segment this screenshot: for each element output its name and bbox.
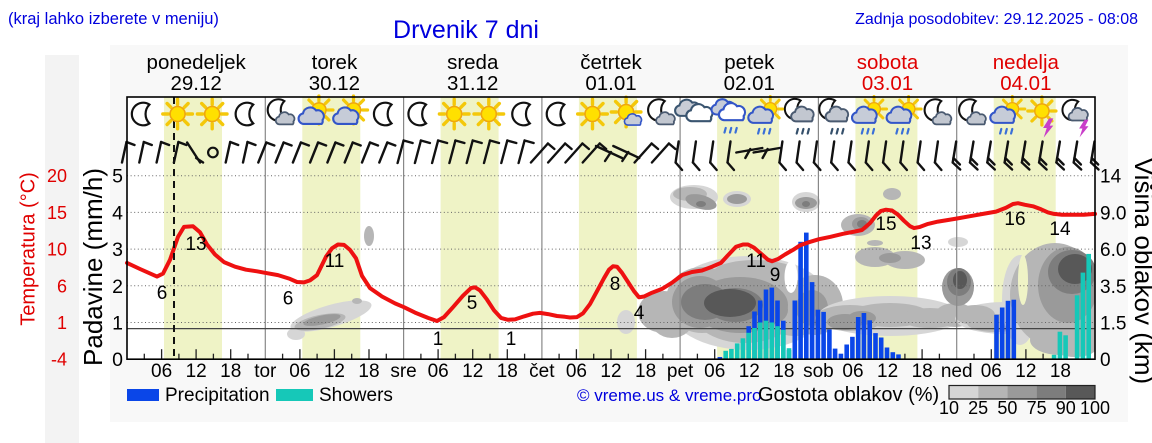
svg-text:sobota: sobota: [857, 51, 919, 74]
svg-text:1: 1: [506, 329, 517, 350]
svg-text:06: 06: [704, 361, 725, 382]
svg-text:10: 10: [939, 398, 959, 418]
svg-text:Zadnja posodobitev: 29.12.2025: Zadnja posodobitev: 29.12.2025 - 08:08: [855, 11, 1138, 28]
svg-text:15: 15: [875, 214, 896, 235]
svg-text:sre: sre: [390, 361, 416, 382]
svg-text:18: 18: [358, 361, 379, 382]
svg-text:18: 18: [635, 361, 656, 382]
svg-text:3: 3: [112, 239, 123, 261]
svg-text:Gostota oblakov (%): Gostota oblakov (%): [758, 384, 939, 406]
svg-text:9: 9: [770, 265, 781, 286]
svg-text:Temperatura (°C): Temperatura (°C): [18, 172, 40, 326]
svg-text:9.0: 9.0: [1100, 203, 1126, 224]
svg-text:4: 4: [634, 303, 645, 324]
svg-text:01.01: 01.01: [585, 72, 636, 95]
svg-text:90: 90: [1056, 398, 1076, 418]
svg-text:8: 8: [610, 274, 621, 295]
svg-text:50: 50: [997, 398, 1017, 418]
svg-text:-4: -4: [51, 350, 67, 370]
svg-text:03.01: 03.01: [862, 72, 913, 95]
svg-text:25: 25: [968, 398, 988, 418]
svg-text:29.12: 29.12: [170, 72, 221, 95]
svg-text:tor: tor: [254, 361, 277, 382]
svg-text:12: 12: [600, 361, 621, 382]
svg-text:1: 1: [112, 313, 123, 335]
svg-text:nedelja: nedelja: [993, 51, 1060, 74]
svg-text:Padavine (mm/h): Padavine (mm/h): [78, 168, 108, 366]
svg-text:ned: ned: [941, 361, 973, 382]
svg-text:06: 06: [566, 361, 587, 382]
svg-text:5: 5: [467, 293, 478, 314]
svg-text:Precipitation: Precipitation: [165, 385, 270, 406]
svg-text:sob: sob: [803, 361, 834, 382]
svg-text:0: 0: [112, 349, 123, 371]
svg-text:Višina oblakov (km): Višina oblakov (km): [1129, 158, 1152, 384]
svg-text:18: 18: [497, 361, 518, 382]
svg-text:04.01: 04.01: [1000, 72, 1051, 95]
svg-text:12: 12: [324, 361, 345, 382]
svg-text:12: 12: [877, 361, 898, 382]
svg-text:06: 06: [842, 361, 863, 382]
svg-text:Showers: Showers: [319, 385, 393, 406]
svg-text:06: 06: [981, 361, 1002, 382]
svg-text:15: 15: [47, 203, 67, 223]
svg-text:10: 10: [47, 240, 67, 260]
svg-text:18: 18: [1050, 361, 1071, 382]
svg-text:11: 11: [325, 251, 345, 272]
svg-text:1: 1: [433, 329, 444, 350]
svg-text:6: 6: [283, 289, 294, 310]
svg-text:© vreme.us & vreme.pro: © vreme.us & vreme.pro: [577, 386, 761, 405]
svg-text:6: 6: [157, 283, 168, 304]
svg-text:torek: torek: [312, 51, 358, 74]
svg-text:6.0: 6.0: [1100, 240, 1126, 261]
svg-text:30.12: 30.12: [309, 72, 360, 95]
svg-text:6: 6: [57, 276, 67, 296]
svg-text:13: 13: [910, 233, 931, 254]
svg-text:čet: čet: [529, 361, 555, 382]
svg-text:4: 4: [112, 202, 123, 224]
svg-text:100: 100: [1080, 398, 1110, 418]
svg-text:(kraj lahko izberete v meniju): (kraj lahko izberete v meniju): [8, 10, 219, 28]
svg-text:3.5: 3.5: [1100, 277, 1126, 298]
svg-text:14: 14: [1049, 219, 1071, 240]
svg-text:18: 18: [773, 361, 794, 382]
svg-text:1.5: 1.5: [1100, 314, 1126, 335]
svg-text:31.12: 31.12: [447, 72, 498, 95]
svg-text:5: 5: [112, 166, 123, 188]
svg-text:02.01: 02.01: [724, 72, 775, 95]
svg-text:2: 2: [112, 276, 123, 298]
svg-text:75: 75: [1027, 398, 1047, 418]
svg-text:pet: pet: [667, 361, 694, 382]
svg-text:06: 06: [428, 361, 449, 382]
svg-text:20: 20: [47, 166, 67, 186]
svg-text:18: 18: [220, 361, 241, 382]
svg-text:12: 12: [1015, 361, 1036, 382]
svg-text:Drvenik 7 dni: Drvenik 7 dni: [393, 16, 539, 44]
svg-text:1: 1: [57, 313, 67, 333]
svg-text:16: 16: [1004, 209, 1025, 230]
svg-text:petek: petek: [724, 51, 775, 74]
svg-text:ponedeljek: ponedeljek: [147, 51, 247, 74]
svg-text:sreda: sreda: [447, 51, 499, 74]
svg-text:18: 18: [912, 361, 933, 382]
svg-text:14: 14: [1100, 167, 1122, 188]
svg-text:06: 06: [289, 361, 310, 382]
svg-text:11: 11: [746, 251, 766, 272]
svg-text:12: 12: [739, 361, 760, 382]
svg-text:06: 06: [151, 361, 172, 382]
svg-text:12: 12: [462, 361, 483, 382]
svg-text:četrtek: četrtek: [580, 51, 642, 74]
svg-text:13: 13: [185, 234, 206, 255]
svg-text:0: 0: [1100, 350, 1111, 371]
svg-text:12: 12: [186, 361, 207, 382]
